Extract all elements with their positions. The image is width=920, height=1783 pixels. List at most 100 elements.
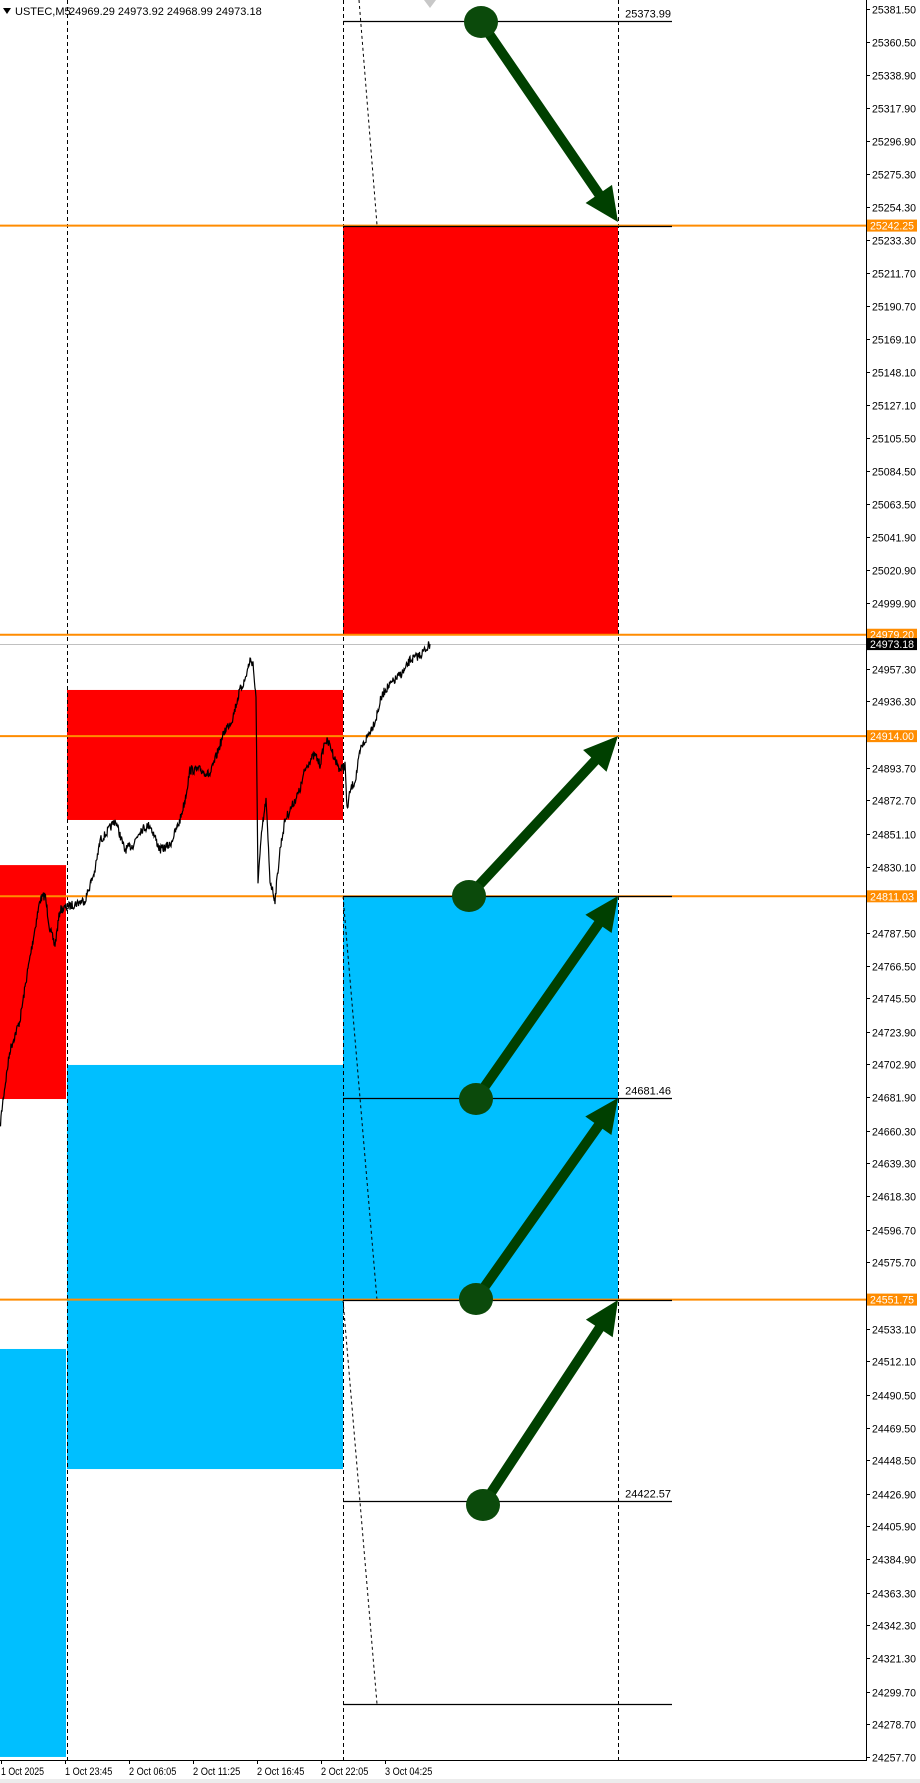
trend-arrow[interactable] bbox=[464, 6, 618, 223]
price-tick-label: 24257.70 bbox=[872, 1753, 916, 1765]
orange-level-tag: 24914.00 bbox=[870, 731, 914, 743]
level-label: 24681.46 bbox=[625, 1086, 671, 1098]
price-tick-label: 24448.50 bbox=[872, 1456, 916, 1468]
price-tick-label: 25211.70 bbox=[872, 269, 916, 281]
price-ticks: 25381.50 25360.50 25338.90 25317.90 25296.90… bbox=[866, 5, 916, 1765]
orange-levels-layer bbox=[0, 224, 866, 1301]
price-tick-label: 25041.90 bbox=[872, 533, 916, 545]
price-tick-label: 25148.10 bbox=[872, 368, 916, 380]
anchor-circle-icon bbox=[459, 1283, 493, 1315]
price-tick-label: 24405.90 bbox=[872, 1522, 916, 1534]
price-tick-label: 24851.10 bbox=[872, 830, 916, 842]
price-tick-label: 24512.10 bbox=[872, 1357, 916, 1369]
anchor-circle-icon bbox=[466, 1489, 500, 1521]
price-tick-label: 24618.30 bbox=[872, 1192, 916, 1204]
ohlc-label: 24969.29 24973.92 24968.99 24973.18 bbox=[69, 6, 262, 18]
dotted-diagonal-line bbox=[342, 1299, 378, 1705]
price-tick-label: 24384.90 bbox=[872, 1555, 916, 1567]
price-tick-label: 24936.30 bbox=[872, 697, 916, 709]
price-tick-label: 24321.30 bbox=[872, 1654, 916, 1666]
level-label: 25373.99 bbox=[625, 9, 671, 21]
price-tick-label: 24872.70 bbox=[872, 796, 916, 808]
arrow-icon bbox=[471, 896, 618, 1102]
time-ticks: 1 Oct 2025 1 Oct 23:45 2 Oct 06:05 2 Oct 11… bbox=[1, 1760, 432, 1778]
orange-level-tag-bg bbox=[867, 1293, 917, 1306]
current-price-tag-bg bbox=[867, 638, 917, 651]
price-tick-label: 24660.30 bbox=[872, 1127, 916, 1139]
trend-arrow[interactable] bbox=[466, 1300, 618, 1521]
dotted-diagonal-line bbox=[342, 895, 378, 1301]
price-tick-label: 25084.50 bbox=[872, 467, 916, 479]
dotted-diagonals bbox=[342, 0, 378, 1705]
price-series bbox=[0, 641, 431, 1127]
price-tick-label: 24681.90 bbox=[872, 1093, 916, 1105]
price-tick-label: 25254.30 bbox=[872, 203, 916, 215]
price-tick-label: 24957.30 bbox=[872, 665, 916, 677]
arrow-icon bbox=[476, 19, 618, 223]
orange-level-tag-bg bbox=[867, 219, 917, 232]
bottom-border bbox=[0, 1779, 920, 1783]
price-tick-label: 25360.50 bbox=[872, 38, 916, 50]
time-tick-label: 2 Oct 22:05 bbox=[321, 1766, 368, 1778]
price-tick-label: 24278.70 bbox=[872, 1720, 916, 1732]
price-tick-label: 24469.50 bbox=[872, 1424, 916, 1436]
supply-zone bbox=[0, 865, 66, 1100]
orange-level-tag: 25242.25 bbox=[870, 221, 914, 233]
price-tick-label: 25190.70 bbox=[872, 302, 916, 314]
current-price-tag: 24973.18 bbox=[870, 639, 914, 651]
anchor-circle-icon bbox=[464, 6, 498, 38]
orange-level-tag: 24551.75 bbox=[870, 1295, 914, 1307]
arrow-icon bbox=[471, 1098, 618, 1302]
price-tick-label: 24342.30 bbox=[872, 1621, 916, 1633]
arrow-icon bbox=[478, 1300, 618, 1508]
price-tick-label: 25127.10 bbox=[872, 401, 916, 413]
anchor-circle-icon bbox=[452, 880, 486, 912]
price-tick-label: 24490.50 bbox=[872, 1391, 916, 1403]
price-tick-label: 24830.10 bbox=[872, 863, 916, 875]
price-tick-label: 25169.10 bbox=[872, 335, 916, 347]
anchor-circle-icon bbox=[459, 1083, 493, 1115]
price-tick-label: 25381.50 bbox=[872, 5, 916, 17]
gray-marker-icon bbox=[424, 0, 436, 8]
price-tick-label: 24363.30 bbox=[872, 1589, 916, 1601]
trend-arrow[interactable] bbox=[452, 736, 618, 912]
level-label: 24422.57 bbox=[625, 1489, 671, 1501]
demand-zone bbox=[0, 1348, 66, 1757]
price-tick-label: 24639.30 bbox=[872, 1159, 916, 1171]
trend-arrow[interactable] bbox=[459, 896, 618, 1115]
arrow-icon bbox=[465, 736, 618, 900]
orange-level-tag-bg bbox=[867, 890, 917, 903]
triangle-down-icon[interactable] bbox=[3, 8, 11, 14]
price-tick-label: 25338.90 bbox=[872, 71, 916, 83]
time-axis[interactable] bbox=[0, 1760, 920, 1783]
arrows-layer[interactable] bbox=[452, 6, 618, 1521]
price-tick-label: 24766.50 bbox=[872, 962, 916, 974]
time-tick-label: 2 Oct 16:45 bbox=[257, 1766, 304, 1778]
price-tick-label: 24702.90 bbox=[872, 1060, 916, 1072]
price-tick-label: 25063.50 bbox=[872, 500, 916, 512]
price-tick-label: 24596.70 bbox=[872, 1226, 916, 1238]
zones-layer bbox=[0, 225, 618, 1757]
price-tick-label: 24299.70 bbox=[872, 1688, 916, 1700]
supply-zone bbox=[343, 225, 618, 635]
period-separators bbox=[67, 0, 619, 1760]
time-tick-label: 3 Oct 04:25 bbox=[385, 1766, 432, 1778]
supply-zone bbox=[67, 689, 343, 820]
price-tick-label: 25317.90 bbox=[872, 104, 916, 116]
price-tick-label: 25105.50 bbox=[872, 434, 916, 446]
price-tick-label: 24787.50 bbox=[872, 929, 916, 941]
symbol-label: USTEC,M5 bbox=[15, 6, 71, 18]
price-tick-label: 24723.90 bbox=[872, 1028, 916, 1040]
time-tick-label: 1 Oct 23:45 bbox=[65, 1766, 112, 1778]
price-tick-label: 24575.70 bbox=[872, 1258, 916, 1270]
demand-zone bbox=[67, 1064, 343, 1470]
price-tick-label: 25275.30 bbox=[872, 170, 916, 182]
time-tick-label: 2 Oct 11:25 bbox=[193, 1766, 240, 1778]
dotted-diagonal-line bbox=[358, 0, 378, 226]
price-tick-label: 25233.30 bbox=[872, 236, 916, 248]
price-tick-label: 24426.90 bbox=[872, 1490, 916, 1502]
price-tick-label: 24745.50 bbox=[872, 994, 916, 1006]
time-tick-label: 2 Oct 06:05 bbox=[129, 1766, 176, 1778]
trend-arrow[interactable] bbox=[459, 1098, 618, 1315]
